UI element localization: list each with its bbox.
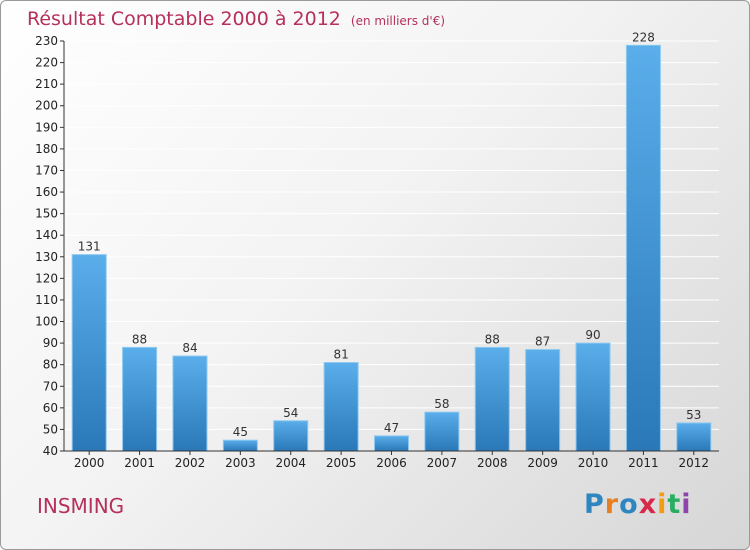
x-tick-label: 2000 [74, 456, 105, 470]
bar [474, 346, 510, 452]
x-tick-label: 2010 [578, 456, 609, 470]
y-tick-label: 160 [35, 185, 58, 199]
bar-2011: 228 [625, 30, 661, 452]
bar-2002: 84 [172, 341, 208, 452]
data-label: 87 [535, 335, 550, 349]
logo-letter: P [584, 489, 605, 520]
bar-2006: 47 [374, 421, 409, 452]
y-tick-label: 90 [43, 336, 58, 350]
bar [122, 346, 158, 452]
logo-letter: i [681, 489, 692, 520]
y-tick-label: 120 [35, 271, 58, 285]
bar [374, 435, 409, 452]
commune-name: INSMING [37, 494, 125, 518]
x-tick-label: 2012 [679, 456, 710, 470]
data-label: 90 [585, 328, 600, 342]
bar [676, 422, 712, 452]
logo-letter: r [604, 489, 620, 520]
bar [172, 355, 208, 452]
bar [625, 44, 661, 452]
data-label: 81 [333, 348, 348, 362]
bar-2007: 58 [424, 397, 460, 452]
data-label: 47 [384, 421, 399, 435]
chart-title: Résultat Comptable 2000 à 2012 (en millie… [27, 8, 445, 30]
y-tick-label: 150 [35, 207, 58, 221]
x-tick-label: 2004 [275, 456, 306, 470]
chart-title-text: Résultat Comptable 2000 à 2012 [27, 8, 341, 30]
y-tick-label: 40 [43, 444, 58, 458]
plot-area [64, 41, 719, 451]
data-label: 84 [182, 341, 197, 355]
bar [222, 439, 258, 452]
x-tick-label: 2001 [124, 456, 155, 470]
bar [273, 420, 309, 452]
y-tick-label: 100 [35, 315, 58, 329]
x-tick-label: 2008 [477, 456, 508, 470]
y-tick-label: 50 [43, 422, 58, 436]
bars: 131 88 84 45 54 81 47 58 88 87 90 228 53 [71, 30, 712, 452]
y-tick-label: 170 [35, 163, 58, 177]
logo-letter: o [619, 489, 639, 520]
y-tick-label: 210 [35, 77, 58, 91]
chart-unit: (en milliers d'€) [350, 14, 446, 28]
y-tick-label: 60 [43, 401, 58, 415]
bar-2000: 131 [71, 240, 107, 452]
y-tick-label: 110 [35, 293, 58, 307]
y-tick-label: 140 [35, 228, 58, 242]
x-tick-label: 2009 [527, 456, 558, 470]
bar [525, 349, 561, 452]
y-tick-label: 130 [35, 250, 58, 264]
y-tick-label: 190 [35, 120, 58, 134]
y-tick-label: 180 [35, 142, 58, 156]
x-axis: 2000 2001 2002 2003 2004 2005 2006 2007 2008 2009… [64, 450, 719, 470]
data-label: 228 [632, 30, 655, 44]
y-tick-label: 80 [43, 358, 58, 372]
y-axis: 40 50 60 70 80 90 100 110 120 130 140 150 160 170 180 1… [35, 34, 65, 458]
x-tick-label: 2011 [628, 456, 659, 470]
bar [71, 254, 107, 452]
y-tick-label: 70 [43, 379, 58, 393]
bar-2010: 90 [575, 328, 611, 452]
x-tick-label: 2007 [427, 456, 458, 470]
logo-letter: t [667, 489, 682, 520]
bar [323, 362, 359, 452]
data-label: 45 [233, 425, 248, 439]
data-label: 131 [78, 240, 101, 254]
bar-2012: 53 [676, 408, 712, 452]
logo-letter: i [657, 489, 668, 520]
y-tick-label: 200 [35, 99, 58, 113]
bar [424, 411, 460, 452]
x-tick-label: 2006 [376, 456, 407, 470]
data-label: 58 [434, 397, 449, 411]
bar [575, 342, 611, 452]
y-tick-label: 230 [35, 34, 58, 48]
bar-2009: 87 [525, 335, 561, 452]
proxiti-logo: Proxiti [584, 489, 692, 520]
x-tick-label: 2002 [175, 456, 206, 470]
bar-2001: 88 [122, 332, 158, 452]
grid-lines [64, 40, 719, 452]
x-tick-label: 2005 [326, 456, 357, 470]
bar-2008: 88 [474, 332, 510, 452]
bar-2005: 81 [323, 348, 359, 452]
x-tick-label: 2003 [225, 456, 256, 470]
data-label: 88 [132, 332, 147, 346]
data-label: 53 [686, 408, 701, 422]
logo-letter: x [638, 489, 658, 520]
bar-2004: 54 [273, 406, 309, 452]
data-label: 88 [485, 332, 500, 346]
data-label: 54 [283, 406, 298, 420]
y-tick-label: 220 [35, 56, 58, 70]
